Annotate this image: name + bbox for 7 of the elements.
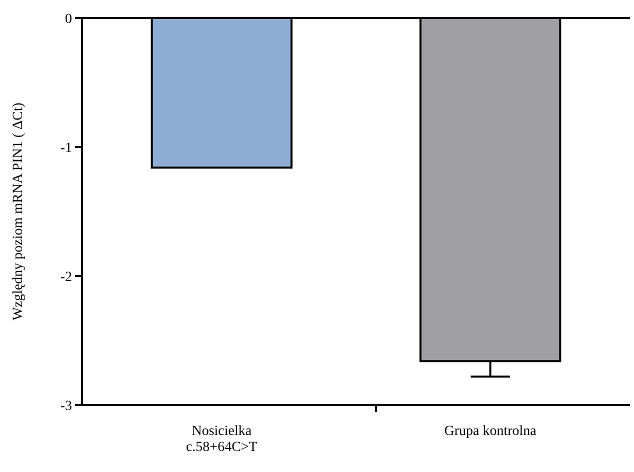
y-tick-label: -2: [60, 270, 72, 285]
y-tick-label: -3: [60, 398, 72, 414]
x-tick-label: Nosicielka c.58+64C>T: [186, 424, 258, 456]
y-tick-label: -1: [60, 140, 72, 156]
y-axis-title: Względny poziom mRNA PIN1 ( ΔCt): [11, 102, 26, 320]
x-tick-label: Grupa kontrolna: [444, 424, 538, 439]
y-tick-label: 0: [65, 12, 72, 27]
